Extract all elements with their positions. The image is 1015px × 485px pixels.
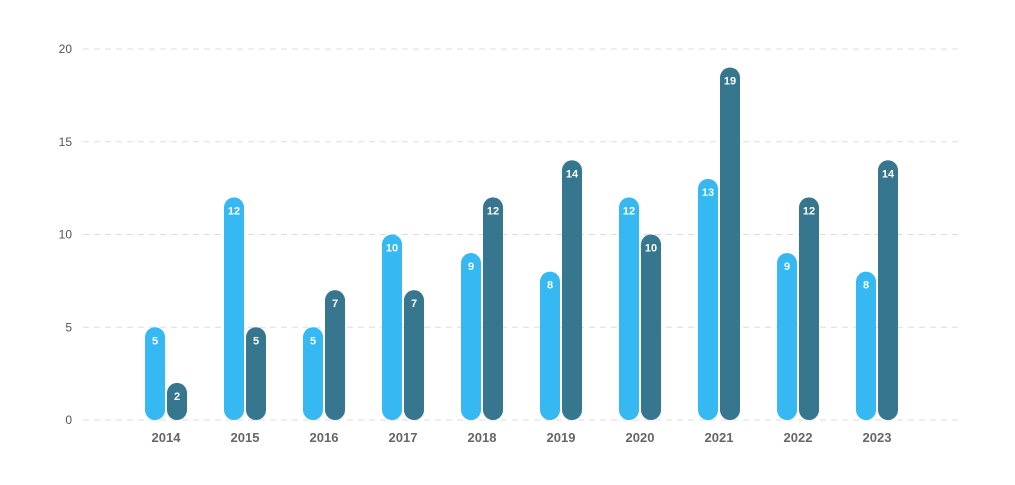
y-tick-label: 10	[59, 228, 73, 242]
x-axis-category-labels: 2014 2015 2016 2017 2018 2019 2020 2021 2022 2023	[152, 430, 892, 445]
bar-value-label: 14	[882, 168, 895, 180]
bar-value-label: 7	[332, 298, 338, 310]
bar-series-1-2019	[540, 271, 560, 420]
bar-series-1-2021	[698, 178, 718, 420]
bar-series-2-2023	[878, 160, 898, 421]
bar-series-2-2019	[562, 160, 582, 421]
bar-value-label: 8	[863, 280, 869, 292]
bar-value-label: 7	[411, 298, 417, 310]
x-category-label: 2021	[705, 430, 734, 445]
bar-value-label: 12	[623, 205, 635, 217]
bar-series-1-2023	[856, 271, 876, 420]
x-category-label: 2014	[152, 430, 182, 445]
bar-series-1-2022	[777, 253, 797, 420]
bar-value-label: 5	[253, 335, 259, 347]
bar-series-2-2015	[246, 327, 266, 420]
y-axis-tick-labels: 0 5 10 15 20	[59, 42, 73, 427]
grid-lines	[83, 48, 960, 421]
bar-value-label: 5	[310, 335, 316, 347]
bar-value-label: 13	[702, 187, 714, 199]
x-category-label: 2015	[231, 430, 260, 445]
bar-series-1-2014	[145, 327, 165, 420]
bar-value-label: 12	[228, 205, 240, 217]
bar-value-label: 14	[566, 168, 579, 180]
bar-series-1-2017	[382, 234, 402, 420]
bar-value-label: 10	[645, 243, 657, 255]
y-tick-label: 20	[59, 42, 73, 56]
bar-series-2-2021	[720, 67, 740, 421]
bar-value-label: 12	[487, 205, 499, 217]
x-category-label: 2016	[310, 430, 339, 445]
bar-series-2-2016	[325, 290, 345, 420]
bar-series-1-2015	[224, 197, 244, 420]
bar-series-2-2020	[641, 234, 661, 420]
bar-value-label: 10	[386, 243, 398, 255]
bars	[145, 67, 898, 421]
bar-value-label: 2	[174, 391, 180, 403]
bar-series-1-2018	[461, 253, 481, 420]
y-tick-label: 15	[59, 135, 73, 149]
bar-value-label: 8	[547, 280, 553, 292]
bar-series-1-2016	[303, 327, 323, 420]
bar-value-label: 19	[724, 76, 736, 88]
x-category-label: 2018	[468, 430, 497, 445]
bar-value-label: 12	[803, 205, 815, 217]
bar-series-2-2014	[167, 382, 187, 420]
bar-series-2-2017	[404, 290, 424, 420]
bar-value-label: 9	[784, 261, 790, 273]
bar-data-labels: 5 2 12 5 5 7 10 7 9 12 8 14 12 10 13 19 9 12 8 14	[152, 76, 895, 403]
x-category-label: 2020	[626, 430, 655, 445]
bar-value-label: 5	[152, 335, 158, 347]
x-category-label: 2022	[784, 430, 813, 445]
y-tick-label: 5	[65, 320, 72, 334]
x-category-label: 2023	[863, 430, 892, 445]
bar-series-2-2022	[799, 197, 819, 420]
x-category-label: 2017	[389, 430, 418, 445]
bar-series-2-2018	[483, 197, 503, 420]
x-category-label: 2019	[547, 430, 576, 445]
bar-series-1-2020	[619, 197, 639, 420]
y-tick-label: 0	[65, 413, 72, 427]
bar-value-label: 9	[468, 261, 474, 273]
